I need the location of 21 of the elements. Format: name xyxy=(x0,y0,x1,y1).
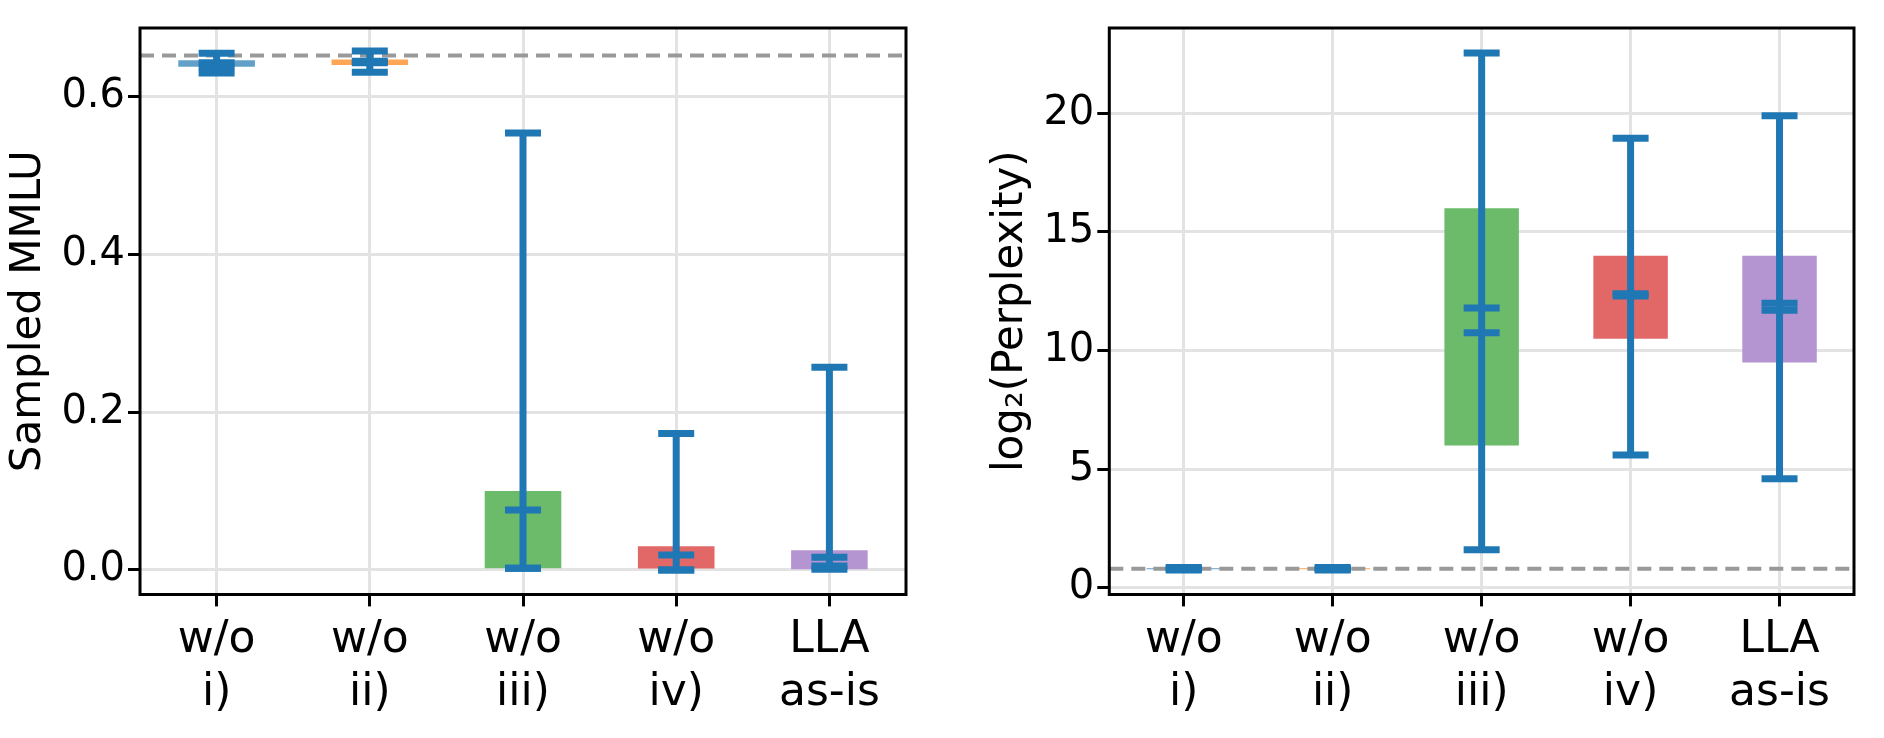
y-tick-label: 0.4 xyxy=(61,227,126,274)
x-tick-label: w/o i) xyxy=(177,611,256,716)
y-tick-label: 0.2 xyxy=(61,385,126,432)
y-tick-label: 20 xyxy=(1043,86,1095,133)
y-tick-label: 15 xyxy=(1043,205,1095,252)
x-tick-label: w/o iii) xyxy=(484,611,562,716)
y-tick-label: 0 xyxy=(1068,561,1095,608)
x-tick-label: LLA as-is xyxy=(778,611,880,716)
x-tick-label: w/o iii) xyxy=(1442,611,1521,716)
y-axis-title: log₂(Perplexity) xyxy=(983,150,1033,473)
x-tick-label: w/o iv) xyxy=(637,611,716,716)
y-tick-label: 5 xyxy=(1068,442,1095,489)
y-tick-label: 10 xyxy=(1043,323,1095,370)
y-axis-title: Sampled MMLU xyxy=(1,150,51,473)
y-tick-label: 0.0 xyxy=(61,543,126,590)
x-tick-label: w/o ii) xyxy=(1293,611,1372,716)
y-tick-label: 0.6 xyxy=(61,70,126,117)
x-tick-label: w/o i) xyxy=(1144,611,1223,716)
x-tick-label: LLA as-is xyxy=(1729,611,1830,716)
x-tick-label: w/o iv) xyxy=(1591,611,1670,716)
x-tick-label: w/o ii) xyxy=(330,611,409,716)
